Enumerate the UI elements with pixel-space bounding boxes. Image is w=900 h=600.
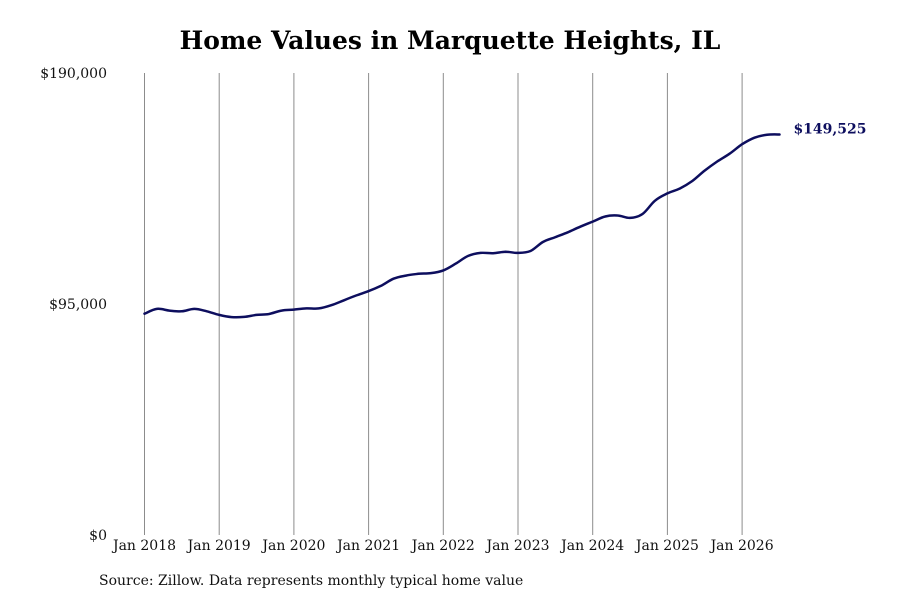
x-tick-label: Jan 2026 bbox=[709, 538, 774, 554]
x-tick-label: Jan 2024 bbox=[559, 538, 624, 554]
home-value-line bbox=[143, 133, 781, 319]
x-tick-label: Jan 2025 bbox=[634, 538, 699, 554]
x-tick-label: Jan 2019 bbox=[186, 538, 251, 554]
x-tick-label: Jan 2018 bbox=[111, 538, 176, 554]
x-tick-label: Jan 2023 bbox=[484, 538, 549, 554]
series-group bbox=[143, 133, 781, 319]
x-tick-label: Jan 2021 bbox=[335, 538, 400, 554]
y-tick-label: $190,000 bbox=[40, 66, 107, 82]
y-tick-label: $0 bbox=[89, 528, 107, 544]
y-axis-ticks: $0 $95,000 $190,000 bbox=[40, 66, 107, 544]
grid-lines bbox=[144, 73, 743, 535]
source-note: Source: Zillow. Data represents monthly … bbox=[99, 573, 524, 589]
end-value-label: $149,525 bbox=[793, 121, 866, 137]
x-axis-ticks: Jan 2018 Jan 2019 Jan 2020 Jan 2021 Jan 2022… bbox=[111, 538, 774, 554]
x-tick-label: Jan 2022 bbox=[410, 538, 475, 554]
y-tick-label: $95,000 bbox=[49, 297, 107, 313]
x-tick-label: Jan 2020 bbox=[260, 538, 325, 554]
chart-title: Home Values in Marquette Heights, IL bbox=[179, 26, 721, 55]
